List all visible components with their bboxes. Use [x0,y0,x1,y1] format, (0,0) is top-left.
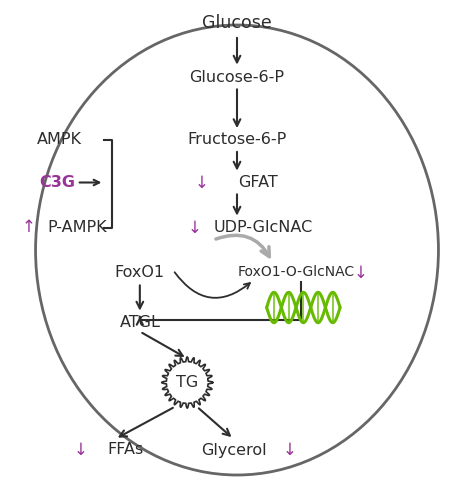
Text: Glycerol: Glycerol [201,442,266,458]
Text: UDP-GlcNAC: UDP-GlcNAC [213,220,313,235]
Text: FFAs: FFAs [108,442,144,458]
Text: ↓: ↓ [73,441,88,459]
Text: FoxO1-O-GlcNAC: FoxO1-O-GlcNAC [237,266,355,280]
Text: ↓: ↓ [194,174,209,192]
FancyArrowPatch shape [216,236,269,256]
Text: ↑: ↑ [21,218,36,236]
Text: ↓: ↓ [187,218,201,236]
Text: Glucose-6-P: Glucose-6-P [190,70,284,85]
FancyArrowPatch shape [174,272,250,298]
Text: ↓: ↓ [282,441,296,459]
Text: P-AMPK: P-AMPK [47,220,107,235]
Text: Glucose: Glucose [202,14,272,32]
Text: C3G: C3G [39,175,75,190]
Text: ATGL: ATGL [119,315,160,330]
Text: Fructose-6-P: Fructose-6-P [187,132,287,148]
Text: GFAT: GFAT [238,175,278,190]
Text: ↓: ↓ [353,264,367,281]
Text: AMPK: AMPK [37,132,82,148]
Text: FoxO1: FoxO1 [115,265,165,280]
Text: TG: TG [176,375,198,390]
